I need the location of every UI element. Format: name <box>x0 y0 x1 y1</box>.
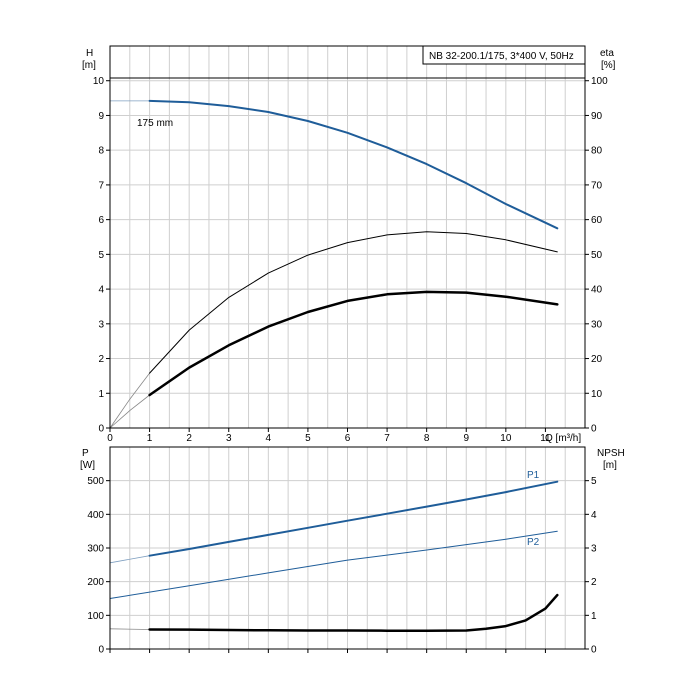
curve-lower-2 <box>148 593 559 633</box>
upper-plot-axes: 0 1 2 3 4 5 6 7 8 9 10 1101234567891001020304050607… <box>93 45 608 444</box>
upper-plot-grid <box>110 46 585 428</box>
y-left-tick-label: 500 <box>87 476 104 487</box>
lower-plot-curves <box>109 480 559 633</box>
y-axis-title-h: H <box>86 48 93 59</box>
x-tick-label: 6 <box>345 433 351 444</box>
y-right-tick-label: 0 <box>591 645 597 656</box>
x-tick-label: 11 <box>540 433 551 444</box>
y-axis-title-eta: eta <box>600 48 614 59</box>
curve-label-p1: P1 <box>527 470 540 481</box>
curve-upper-1 <box>149 231 558 374</box>
y-left-tick-label: 7 <box>98 180 104 191</box>
y-right-tick-label: 80 <box>591 146 603 157</box>
y-axis-unit-h: [m] <box>82 60 96 71</box>
y-right-tick-label: 30 <box>591 319 603 330</box>
y-axis-unit-p: [W] <box>80 460 95 471</box>
y-axis-title-npsh: NPSH <box>597 448 625 459</box>
chart-title-box <box>422 45 586 65</box>
x-tick-label: 3 <box>226 433 232 444</box>
y-left-tick-label: 4 <box>98 285 104 296</box>
y-right-tick-label: 2 <box>591 577 597 588</box>
y-left-tick-label: 2 <box>98 354 104 365</box>
y-axis-title-p: P <box>82 448 89 459</box>
y-left-tick-label: 8 <box>98 146 104 157</box>
x-tick-label: 0 <box>107 433 113 444</box>
curve-p2 <box>109 530 558 599</box>
y-right-tick-label: 70 <box>591 180 603 191</box>
y-left-tick-label: 200 <box>87 577 104 588</box>
y-left-tick-label: 5 <box>98 250 104 261</box>
y-left-tick-label: 3 <box>98 319 104 330</box>
y-left-tick-label: 1 <box>98 389 104 400</box>
curve-label-175mm: 175 mm <box>137 118 173 129</box>
x-tick-label: 9 <box>463 433 469 444</box>
curve-p1 <box>148 480 559 557</box>
x-tick-label: 8 <box>424 433 430 444</box>
y-right-tick-label: 0 <box>591 424 597 435</box>
curve-extension <box>109 372 150 429</box>
lower-plot-axes: 0 100 200 300 400 500 0 1 2 3 4 5 <box>87 446 597 656</box>
lower-plot-grid <box>110 447 585 649</box>
x-tick-label: 1 <box>147 433 153 444</box>
y-left-tick-label: 0 <box>98 645 104 656</box>
y-right-tick-label: 1 <box>591 611 597 622</box>
y-left-tick-label: 9 <box>98 111 104 122</box>
curve-extension <box>109 555 150 564</box>
curve-extension <box>109 628 150 630</box>
y-left-tick-label: 300 <box>87 544 104 555</box>
x-tick-label: 10 <box>500 433 512 444</box>
y-axis-unit-npsh: [m] <box>603 460 617 471</box>
y-right-tick-label: 20 <box>591 354 603 365</box>
upper-plot-curves <box>109 99 559 429</box>
y-axis-unit-eta: [%] <box>601 60 616 71</box>
x-tick-label: 4 <box>266 433 272 444</box>
curve-175-mm <box>148 99 559 230</box>
y-left-tick-label: 100 <box>87 611 104 622</box>
x-axis-title-q: Q [m³/h] <box>545 433 581 444</box>
y-right-tick-label: 3 <box>591 544 597 555</box>
y-right-tick-label: 50 <box>591 250 603 261</box>
y-right-tick-label: 100 <box>591 76 608 87</box>
x-tick-label: 7 <box>384 433 390 444</box>
y-left-tick-label: 0 <box>98 424 104 435</box>
chart-title: NB 32-200.1/175, 3*400 V, 50Hz <box>429 51 574 62</box>
y-left-tick-label: 400 <box>87 510 104 521</box>
y-left-tick-label: 6 <box>98 215 104 226</box>
curve-upper-2 <box>148 290 559 397</box>
y-left-tick-label: 10 <box>93 76 105 87</box>
y-right-tick-label: 60 <box>591 215 603 226</box>
y-right-tick-label: 4 <box>591 510 597 521</box>
y-right-tick-label: 5 <box>591 476 597 487</box>
y-right-tick-label: 40 <box>591 285 603 296</box>
y-right-tick-label: 90 <box>591 111 603 122</box>
curve-extension <box>109 394 150 429</box>
curve-label-p2: P2 <box>527 537 540 548</box>
y-right-tick-label: 10 <box>591 389 603 400</box>
x-tick-label: 2 <box>186 433 192 444</box>
x-tick-label: 5 <box>305 433 311 444</box>
